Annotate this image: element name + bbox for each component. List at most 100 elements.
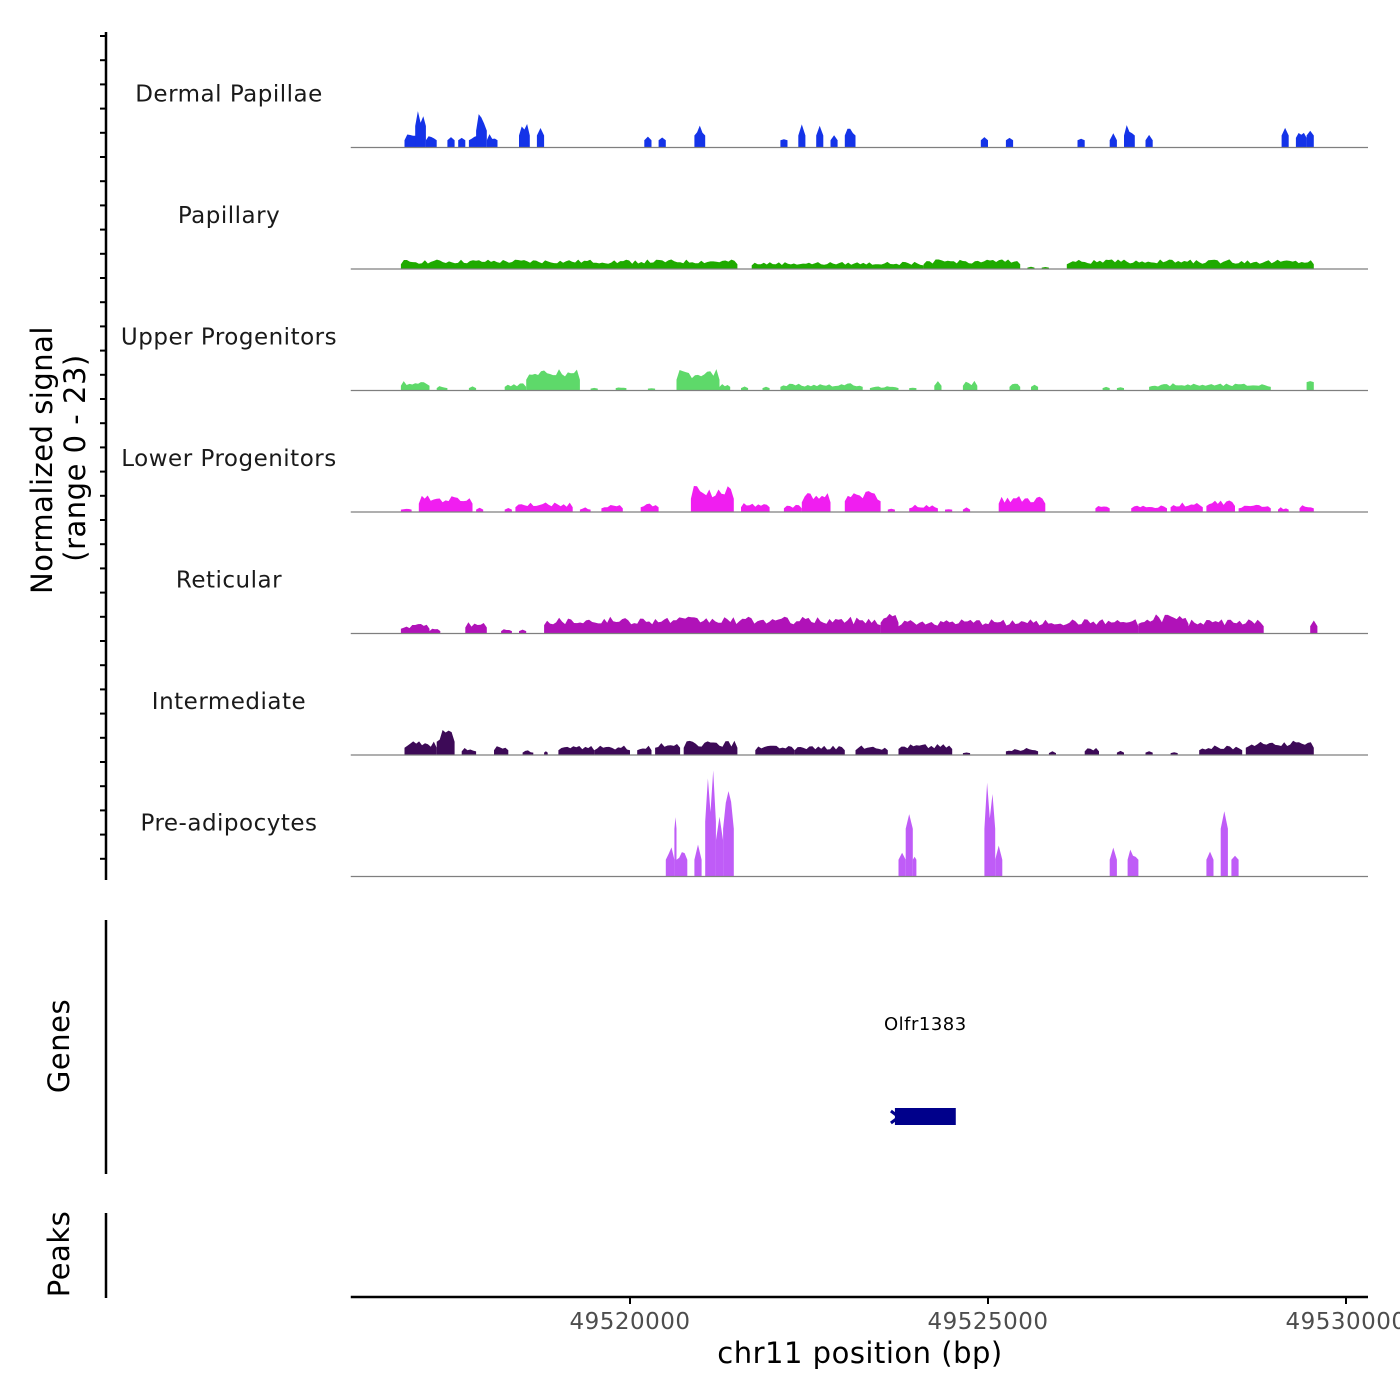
x-axis-title: chr11 position (bp) — [717, 1336, 1002, 1370]
signal-region — [461, 748, 477, 755]
signal-region — [544, 751, 548, 755]
signal-region — [794, 745, 845, 755]
track-reticular: Reticular — [176, 568, 1368, 635]
signal-region — [755, 745, 795, 755]
signal-region — [1031, 384, 1039, 391]
signal-region — [694, 125, 706, 148]
signal-region — [1306, 130, 1314, 148]
track-label: Papillary — [178, 203, 280, 229]
signal-region — [762, 386, 770, 391]
signal-region — [1170, 502, 1203, 512]
signal-region — [1220, 811, 1228, 877]
signal-region — [905, 814, 913, 877]
track-label: Upper Progenitors — [121, 325, 337, 351]
signal-region — [1206, 851, 1214, 877]
signal-region — [844, 128, 856, 148]
signal-region — [515, 502, 573, 512]
x-tick-label: 49525000 — [927, 1309, 1048, 1335]
signal-region — [429, 628, 441, 634]
signal-region — [1188, 619, 1264, 634]
signal-region — [590, 387, 598, 391]
signal-region — [945, 509, 953, 512]
signal-region — [751, 261, 924, 269]
signal-region — [436, 730, 455, 755]
signal-region — [658, 137, 666, 148]
signal-region — [415, 111, 426, 148]
signal-region — [898, 852, 906, 877]
signal-region — [522, 750, 534, 755]
gene-strand-arrow — [890, 1109, 902, 1125]
signal-region — [801, 493, 831, 512]
y-axis-title-line-2: (range 0 - 23) — [58, 354, 92, 561]
signal-region — [504, 383, 527, 391]
signal-region — [544, 616, 881, 634]
signal-region — [690, 486, 734, 512]
signal-region — [1310, 620, 1318, 634]
signal-region — [869, 386, 899, 391]
signal-region — [476, 507, 484, 512]
signal-region — [909, 504, 938, 512]
signal-region — [400, 508, 412, 512]
signal-region — [741, 503, 770, 512]
signal-region — [494, 746, 509, 755]
genes-panel-title: Genes — [42, 999, 76, 1093]
signal-region — [1084, 748, 1099, 755]
track-lower-progenitors: Lower Progenitors — [121, 446, 1368, 513]
signal-region — [780, 139, 788, 148]
signal-region — [674, 817, 677, 877]
signal-region — [1245, 740, 1314, 755]
signal-region — [558, 746, 595, 755]
track-upper-progenitors: Upper Progenitors — [121, 325, 1368, 392]
signal-region — [536, 128, 545, 148]
signal-region — [798, 124, 806, 148]
signal-region — [1116, 387, 1124, 391]
signal-region — [1116, 750, 1124, 755]
signal-region — [640, 503, 659, 512]
signal-region — [468, 386, 477, 391]
signal-region — [400, 381, 430, 391]
signal-region — [418, 495, 473, 512]
signal-region — [1102, 386, 1110, 391]
track-label: Pre-adipocytes — [140, 811, 317, 837]
peaks-panel-title: Peaks — [42, 1211, 76, 1297]
signal-region — [1281, 127, 1289, 148]
signal-region — [694, 844, 702, 877]
signal-region — [519, 629, 527, 634]
signal-region — [436, 386, 448, 391]
signal-region — [1145, 134, 1153, 148]
signal-region — [601, 505, 623, 512]
signal-region — [1199, 745, 1243, 755]
signal-region — [526, 369, 580, 391]
signal-region — [1009, 383, 1021, 391]
signal-region — [1145, 751, 1153, 755]
signal-region — [1278, 507, 1289, 512]
signal-region — [1170, 752, 1178, 755]
signal-region — [855, 745, 888, 755]
signal-region — [816, 125, 824, 148]
signal-region — [655, 743, 681, 755]
signal-region — [1149, 383, 1271, 391]
signal-region — [1127, 849, 1139, 877]
signal-region — [962, 507, 971, 512]
signal-region — [1306, 381, 1314, 391]
track-label: Dermal Papillae — [135, 82, 323, 108]
x-axis: 49520000 49525000 49530000 — [350, 1295, 1400, 1335]
track-label: Reticular — [176, 568, 282, 594]
signal-region — [1048, 751, 1056, 755]
signal-region — [723, 791, 734, 877]
genes-panel: Olfr1383 — [884, 1014, 966, 1125]
signal-region — [1005, 137, 1014, 148]
signal-region — [984, 782, 996, 877]
signal-region — [504, 508, 512, 512]
coverage-y-axis — [100, 32, 108, 880]
signal-region — [400, 624, 430, 634]
signal-region — [719, 384, 731, 391]
signal-region — [909, 387, 917, 391]
signal-region — [637, 745, 652, 755]
signal-region — [1109, 133, 1117, 148]
signal-region — [1077, 138, 1085, 148]
track-label: Lower Progenitors — [121, 446, 336, 472]
signal-region — [486, 134, 498, 148]
track-intermediate: Intermediate — [152, 689, 1368, 756]
signal-region — [783, 504, 802, 512]
